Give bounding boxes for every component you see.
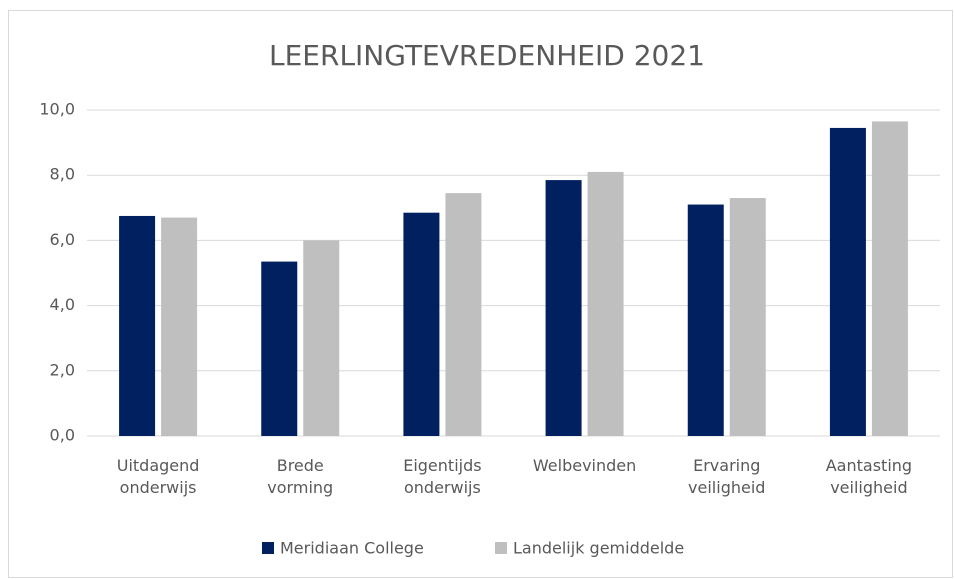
x-tick-label: Welbevinden <box>532 456 637 475</box>
y-tick-label: 10,0 <box>39 100 75 119</box>
x-tick-label: Brede vorming <box>267 456 334 497</box>
bar <box>871 121 908 436</box>
y-tick-label: 6,0 <box>50 230 75 249</box>
y-tick-label: 4,0 <box>50 295 75 314</box>
bar <box>829 127 866 437</box>
y-tick-label: 2,0 <box>50 360 75 379</box>
legend-swatch <box>495 542 507 554</box>
bar <box>119 215 156 436</box>
bar <box>545 180 582 436</box>
chart-title: LEERLINGTEVREDENHEID 2021 <box>269 39 705 72</box>
bar <box>161 217 198 436</box>
bar <box>729 198 766 436</box>
bar <box>587 171 624 436</box>
legend-label: Landelijk gemiddelde <box>513 539 684 558</box>
legend-swatch <box>262 542 274 554</box>
x-tick-label: Uitdagend onderwijs <box>116 456 200 497</box>
x-tick-label: Aantasting veiligheid <box>825 456 913 497</box>
y-tick-label: 8,0 <box>50 165 75 184</box>
legend-label: Meridiaan College <box>280 539 424 558</box>
bar <box>303 240 340 436</box>
bar <box>687 204 724 436</box>
x-tick-label: Ervaring veiligheid <box>688 456 766 497</box>
bar <box>261 261 298 436</box>
y-tick-label: 0,0 <box>50 426 75 445</box>
bar <box>403 212 440 436</box>
bar <box>445 193 482 436</box>
x-tick-label: Eigentijds onderwijs <box>403 456 482 497</box>
